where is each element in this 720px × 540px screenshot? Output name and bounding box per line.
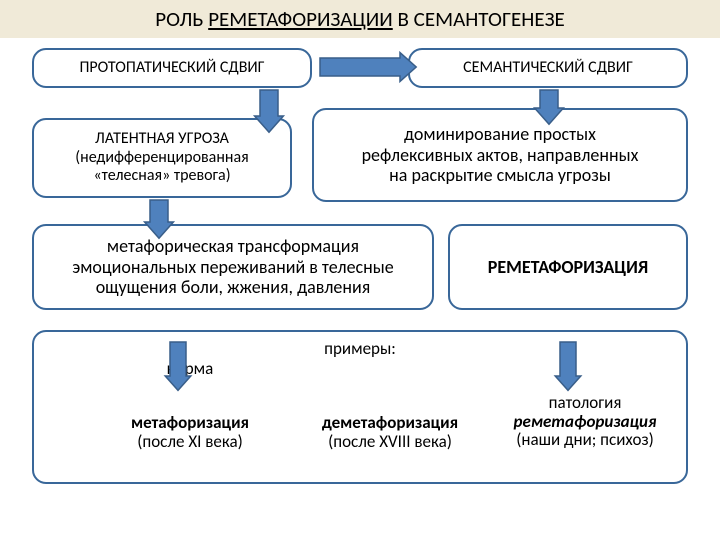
- col1-top: норма: [90, 360, 290, 379]
- examples-col3: патология реметафоризация (наши дни; пси…: [490, 394, 680, 450]
- diagram-title: РОЛЬ РЕМЕТАФОРИЗАЦИИ В СЕМАНТОГЕНЕЗЕ: [0, 6, 720, 32]
- col3-top: патология: [490, 394, 680, 413]
- examples-col1-body: метафоризация (после XI века): [90, 414, 290, 451]
- col1-bold: метафоризация: [90, 414, 290, 433]
- col1-bottom: (после XI века): [90, 433, 290, 452]
- examples-col1: норма: [90, 360, 290, 379]
- title-part2: В СЕМАНТОГЕНЕЗЕ: [393, 6, 565, 32]
- box-latent-threat: ЛАТЕНТНАЯ УГРОЗА (недифференцированная «…: [32, 118, 292, 198]
- meta-line1: метафорическая трансформация: [72, 236, 393, 257]
- box-semantic-text: СЕМАНТИЧЕСКИЙ СДВИГ: [463, 59, 633, 77]
- latent-line2: (недифференцированная: [75, 149, 248, 167]
- box-dominance-reflexive: доминирование простых рефлексивных актов…: [312, 108, 688, 202]
- examples-header: примеры:: [280, 340, 440, 359]
- latent-line1: ЛАТЕНТНАЯ УГРОЗА: [75, 130, 248, 148]
- meta-line2: эмоциональных переживаний в телесные: [72, 257, 393, 278]
- title-part1: РОЛЬ: [155, 6, 208, 32]
- box-protopathic-shift: ПРОТОПАТИЧЕСКИЙ СДВИГ: [32, 48, 312, 88]
- box-semantic-shift: СЕМАНТИЧЕСКИЙ СДВИГ: [408, 48, 688, 88]
- dominance-line3: на раскрытие смысла угрозы: [362, 165, 639, 186]
- col2-bottom: (после XVIII века): [290, 433, 490, 452]
- dominance-line1: доминирование простых: [362, 124, 639, 145]
- meta-line3: ощущения боли, жжения, давления: [72, 277, 393, 298]
- latent-line3: «телесная» тревога): [75, 167, 248, 185]
- title-underlined: РЕМЕТАФОРИЗАЦИИ: [208, 6, 393, 32]
- box-remetaphorization: РЕМЕТАФОРИЗАЦИЯ: [448, 224, 688, 310]
- remeta-text: РЕМЕТАФОРИЗАЦИЯ: [488, 257, 648, 278]
- box-protopathic-text: ПРОТОПАТИЧЕСКИЙ СДВИГ: [79, 59, 264, 77]
- col3-bottom: (наши дни; психоз): [490, 431, 680, 450]
- dominance-line2: рефлексивных актов, направленных: [362, 145, 639, 166]
- examples-col2-body: деметафоризация (после XVIII века): [290, 414, 490, 451]
- box-metaphoric-transformation: метафорическая трансформация эмоциональн…: [32, 224, 434, 310]
- col2-bold: деметафоризация: [290, 414, 490, 433]
- arrow-proto-to-semantic: [320, 53, 416, 82]
